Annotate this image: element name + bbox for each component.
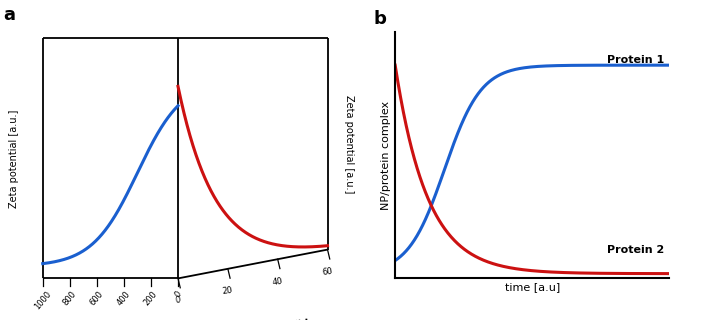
Text: 20: 20 bbox=[222, 286, 234, 296]
Y-axis label: NP/protein complex: NP/protein complex bbox=[381, 100, 391, 210]
Text: incubation time [h]: incubation time [h] bbox=[214, 317, 309, 320]
Text: b: b bbox=[374, 10, 387, 28]
Text: 40: 40 bbox=[272, 276, 283, 287]
Text: 200: 200 bbox=[142, 290, 159, 308]
Text: 400: 400 bbox=[115, 290, 132, 308]
Text: Protein 2: Protein 2 bbox=[607, 245, 664, 255]
Text: Protein 1: Protein 1 bbox=[607, 55, 664, 65]
X-axis label: time [a.u]: time [a.u] bbox=[505, 283, 560, 292]
Text: 600: 600 bbox=[88, 290, 105, 308]
Text: 800: 800 bbox=[61, 290, 78, 308]
Text: a: a bbox=[4, 6, 16, 24]
Text: Zeta potential [a.u.]: Zeta potential [a.u.] bbox=[344, 95, 354, 193]
Text: Zeta potential [a.u.]: Zeta potential [a.u.] bbox=[9, 109, 19, 208]
Text: 1000: 1000 bbox=[33, 290, 53, 311]
Text: 0: 0 bbox=[173, 290, 183, 300]
Text: 0: 0 bbox=[174, 296, 181, 305]
Text: 60: 60 bbox=[322, 267, 333, 277]
